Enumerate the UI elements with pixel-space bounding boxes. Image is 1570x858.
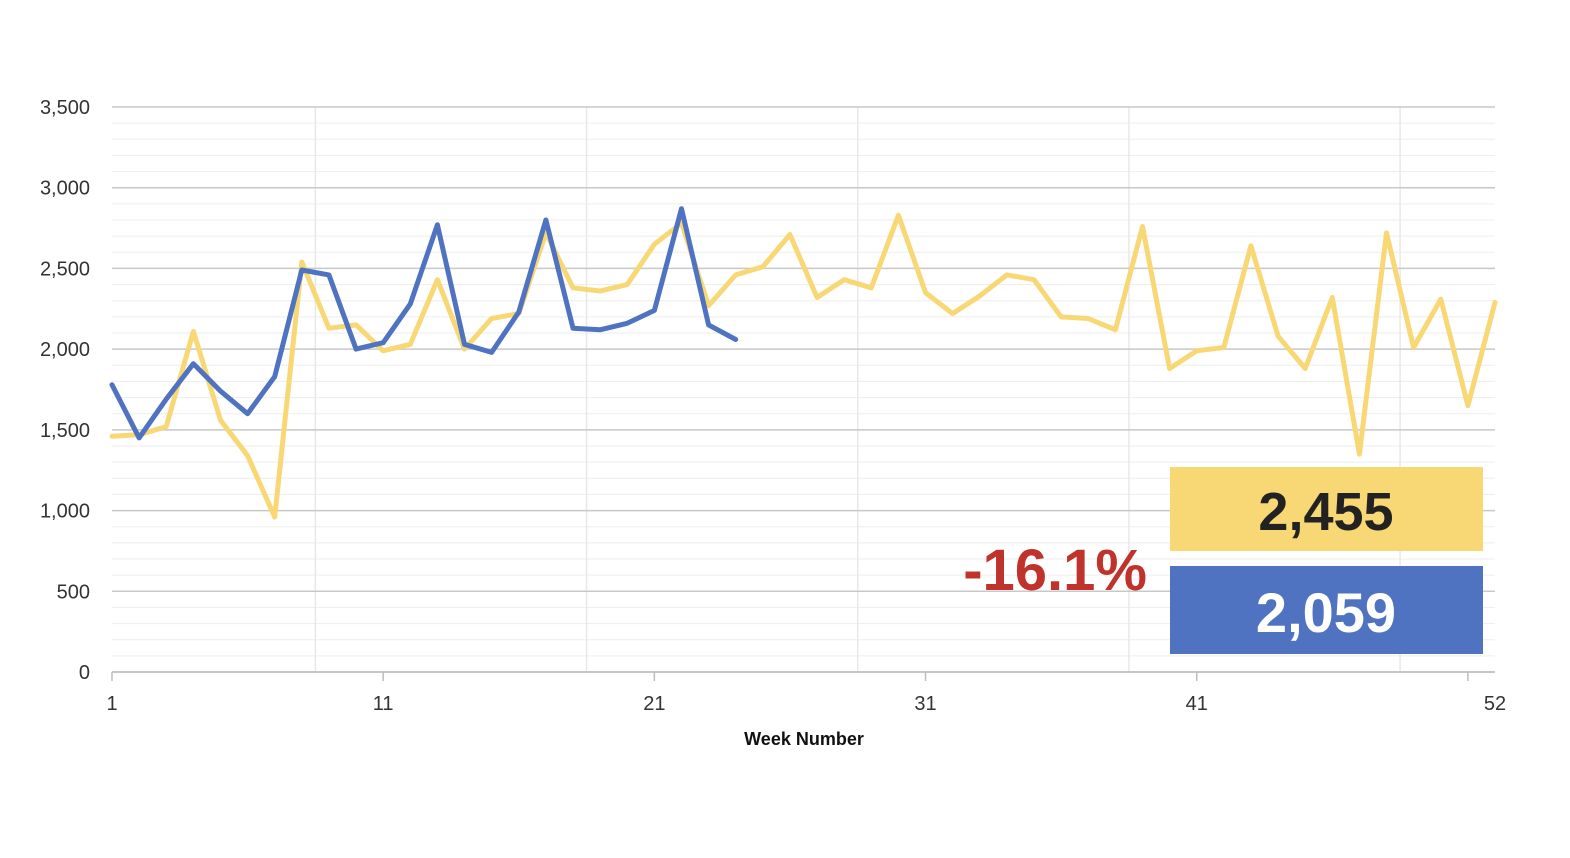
x-axis-label: Week Number <box>744 729 864 749</box>
y-tick-label: 500 <box>57 581 90 603</box>
y-tick-label: 1,000 <box>40 501 90 523</box>
yellow-value-box <box>1170 467 1483 551</box>
percent-change: -16.1% <box>963 538 1147 603</box>
x-tick-label: 21 <box>643 693 665 715</box>
x-tick-label: 11 <box>373 693 394 715</box>
y-tick-label: 2,500 <box>40 258 90 280</box>
y-tick-label: 2,000 <box>40 339 90 361</box>
y-tick-labels: 0 500 1,000 1,500 2,000 2,500 3,000 3,500 <box>40 97 90 684</box>
x-tick-label: 41 <box>1186 693 1208 715</box>
series-line-yellow <box>109 212 1498 520</box>
yellow-value: 2,455 <box>1258 482 1393 542</box>
blue-value: 2,059 <box>1256 581 1396 644</box>
y-tick-label: 3,500 <box>40 97 90 119</box>
x-tick-label: 1 <box>106 693 117 715</box>
y-tick-label: 1,500 <box>40 420 90 442</box>
x-tick-label: 31 <box>914 693 936 715</box>
x-tick-label: 52 <box>1484 693 1506 715</box>
blue-value-box <box>1170 566 1483 654</box>
y-tick-label: 0 <box>79 662 90 684</box>
series-line-blue <box>109 206 739 441</box>
x-tick-labels: 1 11 21 31 41 52 <box>106 693 1506 715</box>
y-tick-label: 3,000 <box>40 178 90 200</box>
series-lines <box>109 206 1498 520</box>
minor-grid <box>112 122 1495 657</box>
x-axis <box>111 671 1495 681</box>
